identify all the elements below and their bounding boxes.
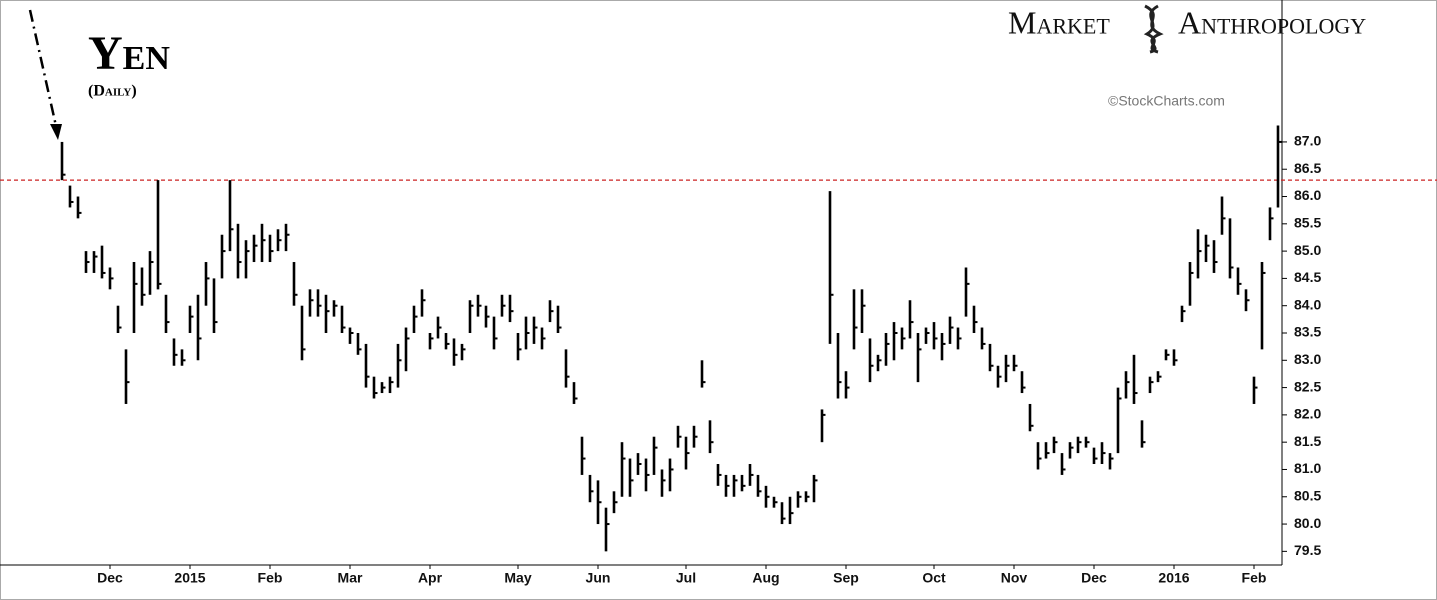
y-tick-label: 81.5 [1294,433,1321,449]
brand-right: Anthropology [1178,4,1366,40]
x-tick-label: Dec [1081,570,1107,586]
y-tick-label: 85.0 [1294,242,1321,258]
arrow-head [50,124,62,140]
y-tick-label: 83.0 [1294,351,1321,367]
y-tick-label: 83.5 [1294,324,1321,340]
x-tick-label: Feb [258,570,283,586]
x-tick-label: May [504,570,531,586]
dna-strand [1144,4,1164,54]
plot: 79.5 80.0 80.5 81.0 81.5 82.0 82.5 83.0 83.5 84.0… [0,0,1437,586]
x-tick-label: Jul [676,570,696,586]
x-tick-label: Oct [922,570,946,586]
y-tick-label: 80.0 [1294,515,1321,531]
x-tick-label: Feb [1242,570,1267,586]
y-tick-label: 86.5 [1294,160,1321,176]
x-tick-label: Dec [97,570,123,586]
chart-subtitle: (Daily) [88,83,137,100]
source: ©StockCharts.com [1108,93,1225,109]
dna-strand [1143,4,1159,54]
y-tick-label: 82.0 [1294,406,1321,422]
y-tick-label: 87.0 [1294,133,1321,149]
dna-icon [1143,4,1164,54]
x-tick-label: Nov [1001,570,1028,586]
y-tick-label: 82.5 [1294,378,1321,394]
y-tick-label: 84.5 [1294,269,1321,285]
y-tick-label: 80.5 [1294,487,1321,503]
x-tick-label: 2015 [174,570,205,586]
y-tick-label: 86.0 [1294,187,1321,203]
y-tick-label: 81.0 [1294,460,1321,476]
x-tick-label: 2016 [1158,570,1189,586]
y-tick-label: 85.5 [1294,215,1321,231]
chart-title: Yen [88,27,170,80]
x-tick-label: Mar [338,570,363,586]
brand-left: Market [1008,4,1110,40]
x-tick-label: Sep [833,570,859,586]
y-tick-label: 84.0 [1294,296,1321,312]
x-tick-label: Apr [418,570,443,586]
x-tick-label: Jun [586,570,611,586]
x-tick-label: Aug [752,570,779,586]
arrow-line [28,9,58,127]
y-tick-label: 79.5 [1294,542,1321,558]
